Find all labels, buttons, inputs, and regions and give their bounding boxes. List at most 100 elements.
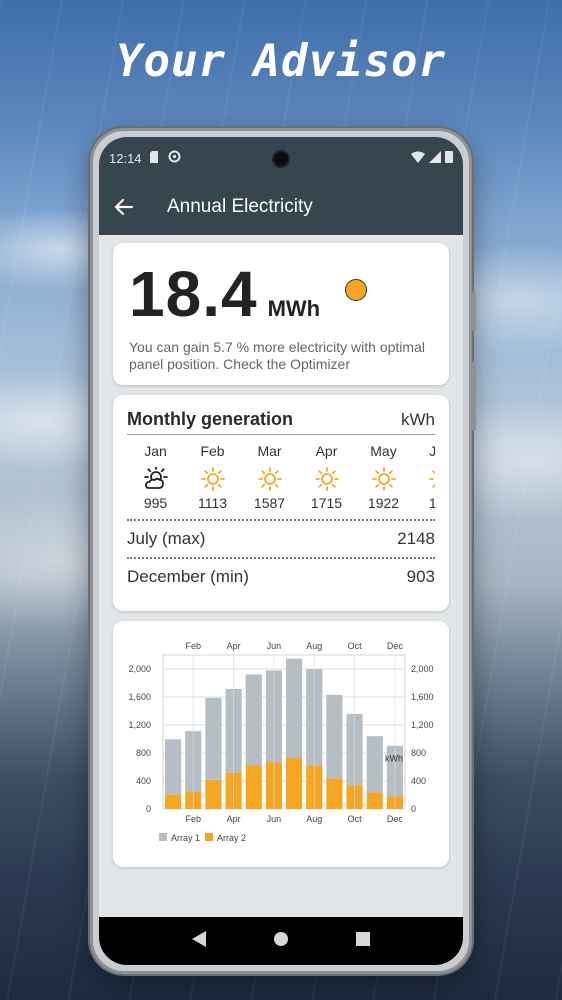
x-tick-label: Aug [306, 814, 322, 824]
arrow-left-icon [114, 198, 134, 216]
annual-total-card[interactable]: 18.4 MWh You can gain 5.7 % more electri… [113, 243, 449, 385]
sun-icon [298, 463, 355, 495]
monthly-title: Monthly generation [127, 409, 293, 429]
legend-label-array1: Array 1 [171, 833, 200, 843]
y-tick-label: 800 [136, 748, 151, 758]
x-tick-label-top: Dec [387, 641, 404, 651]
partly-cloudy-icon [127, 463, 184, 495]
y-tick-label-right: 800 [411, 748, 426, 758]
nav-back-button[interactable] [192, 930, 207, 952]
y-tick-label: 1,600 [128, 692, 151, 702]
triangle-back-icon [192, 930, 207, 947]
month-item-feb: Feb 1113 [184, 443, 241, 519]
x-tick-label-top: Feb [185, 641, 201, 651]
month-value: 1113 [197, 495, 228, 511]
x-tick-label-top: Apr [227, 641, 241, 651]
optimizer-hint[interactable]: You can gain 5.7 % more electricity with… [129, 339, 425, 372]
x-tick-label: Feb [185, 814, 201, 824]
signal-icon [429, 150, 441, 166]
monthly-chart-card: 0 0 400 400 800 800 1,200 1,200 1,600 1,600 2,000 2… [113, 621, 449, 867]
x-tick-label: Dec [387, 814, 404, 824]
sun-icon [241, 463, 298, 495]
x-tick-label-top: Aug [306, 641, 322, 651]
y-tick-label: 400 [136, 776, 151, 786]
legend-label-array2: Array 2 [217, 833, 246, 843]
nav-recents-button[interactable] [355, 931, 370, 951]
y-tick-label: 1,200 [128, 720, 151, 730]
x-tick-label-top: Oct [348, 641, 363, 651]
y-tick-label-right: 400 [411, 776, 426, 786]
month-value: 1715 [310, 495, 343, 511]
month-name: Apr [315, 443, 338, 459]
month-name: Jun [429, 443, 435, 459]
system-nav-bar [99, 917, 463, 965]
month-name: Mar [257, 443, 282, 459]
legend-swatch-array1 [159, 833, 167, 841]
bar-array1-sep [326, 694, 343, 779]
y-tick-label: 0 [146, 804, 151, 814]
bar-array1-jul [286, 658, 303, 759]
back-button[interactable] [111, 194, 137, 220]
bar-array1-may [245, 674, 262, 766]
bar-array1-jan [165, 739, 182, 795]
main-content: 18.4 MWh You can gain 5.7 % more electri… [99, 235, 463, 885]
month-item-jun: Jun 198 [412, 443, 435, 519]
sun-icon [184, 463, 241, 495]
max-month-row: July (max) 2148 [127, 521, 435, 557]
bar-array2-sep [326, 778, 343, 809]
nav-home-button[interactable] [273, 931, 289, 952]
month-name: May [370, 443, 397, 459]
sun-icon [412, 463, 435, 495]
y-tick-label-right: 0 [411, 804, 416, 814]
month-value: 198 [428, 495, 435, 511]
divider [127, 557, 435, 559]
y-tick-label-right: 1,600 [411, 692, 434, 702]
bar-array1-mar [205, 697, 222, 780]
month-value: 995 [143, 495, 168, 511]
square-recents-icon [355, 931, 370, 946]
phone-frame: 12:14 [90, 128, 476, 974]
circle-home-icon [273, 931, 288, 946]
hero-title: Your Advisor [116, 36, 446, 87]
divider [127, 519, 435, 521]
x-tick-label: Apr [227, 814, 241, 824]
sun-status-icon [345, 279, 367, 301]
status-bar: 12:14 [99, 137, 463, 179]
min-month-value: 903 [406, 567, 435, 586]
status-time: 12:14 [109, 150, 142, 166]
bar-array2-jul [286, 758, 303, 809]
bar-array2-mar [205, 779, 222, 809]
x-tick-label-top: Jun [267, 641, 282, 651]
month-item-may: May 1922 [355, 443, 412, 519]
x-tick-label: Jun [267, 814, 282, 824]
stacked-bar-chart: 0 0 400 400 800 800 1,200 1,200 1,600 1,600 2,000 2… [128, 641, 434, 843]
power-button [472, 361, 476, 431]
sync-icon [168, 150, 181, 166]
battery-icon [445, 150, 453, 166]
app-title: Annual Electricity [167, 196, 313, 217]
month-item-apr: Apr 1715 [298, 443, 355, 519]
months-scroller[interactable]: Jan 995 Feb 1113 Mar 1587 Apr 1715 May 1922 Jun 198 [127, 435, 435, 519]
sd-card-icon [149, 150, 160, 166]
sun-icon [355, 463, 412, 495]
y-tick-label-right: 2,000 [411, 664, 434, 674]
annual-total-value: 18.4 [129, 258, 258, 330]
month-value: 1922 [367, 495, 400, 511]
monthly-unit: kWh [401, 410, 435, 429]
month-name: Jan [144, 443, 167, 459]
y-tick-label-right: 1,200 [411, 720, 434, 730]
min-month-row: December (min) 903 [127, 559, 435, 595]
volume-button [472, 291, 476, 331]
front-camera [272, 150, 290, 168]
month-name: Feb [200, 443, 225, 459]
max-month-value: 2148 [397, 529, 435, 548]
max-month-label: July (max) [127, 529, 206, 548]
bar-array1-nov [366, 736, 383, 793]
bar-array2-may [245, 765, 262, 809]
y-tick-label: 2,000 [128, 664, 151, 674]
monthly-generation-card: Monthly generation kWh Jan 995 Feb 1113 Mar 1… [113, 395, 449, 611]
y-axis-unit-label: kWh [385, 753, 403, 763]
phone-screen: 12:14 [99, 137, 463, 965]
month-item-jan: Jan 995 [127, 443, 184, 519]
annual-total-unit: MWh [267, 296, 321, 321]
